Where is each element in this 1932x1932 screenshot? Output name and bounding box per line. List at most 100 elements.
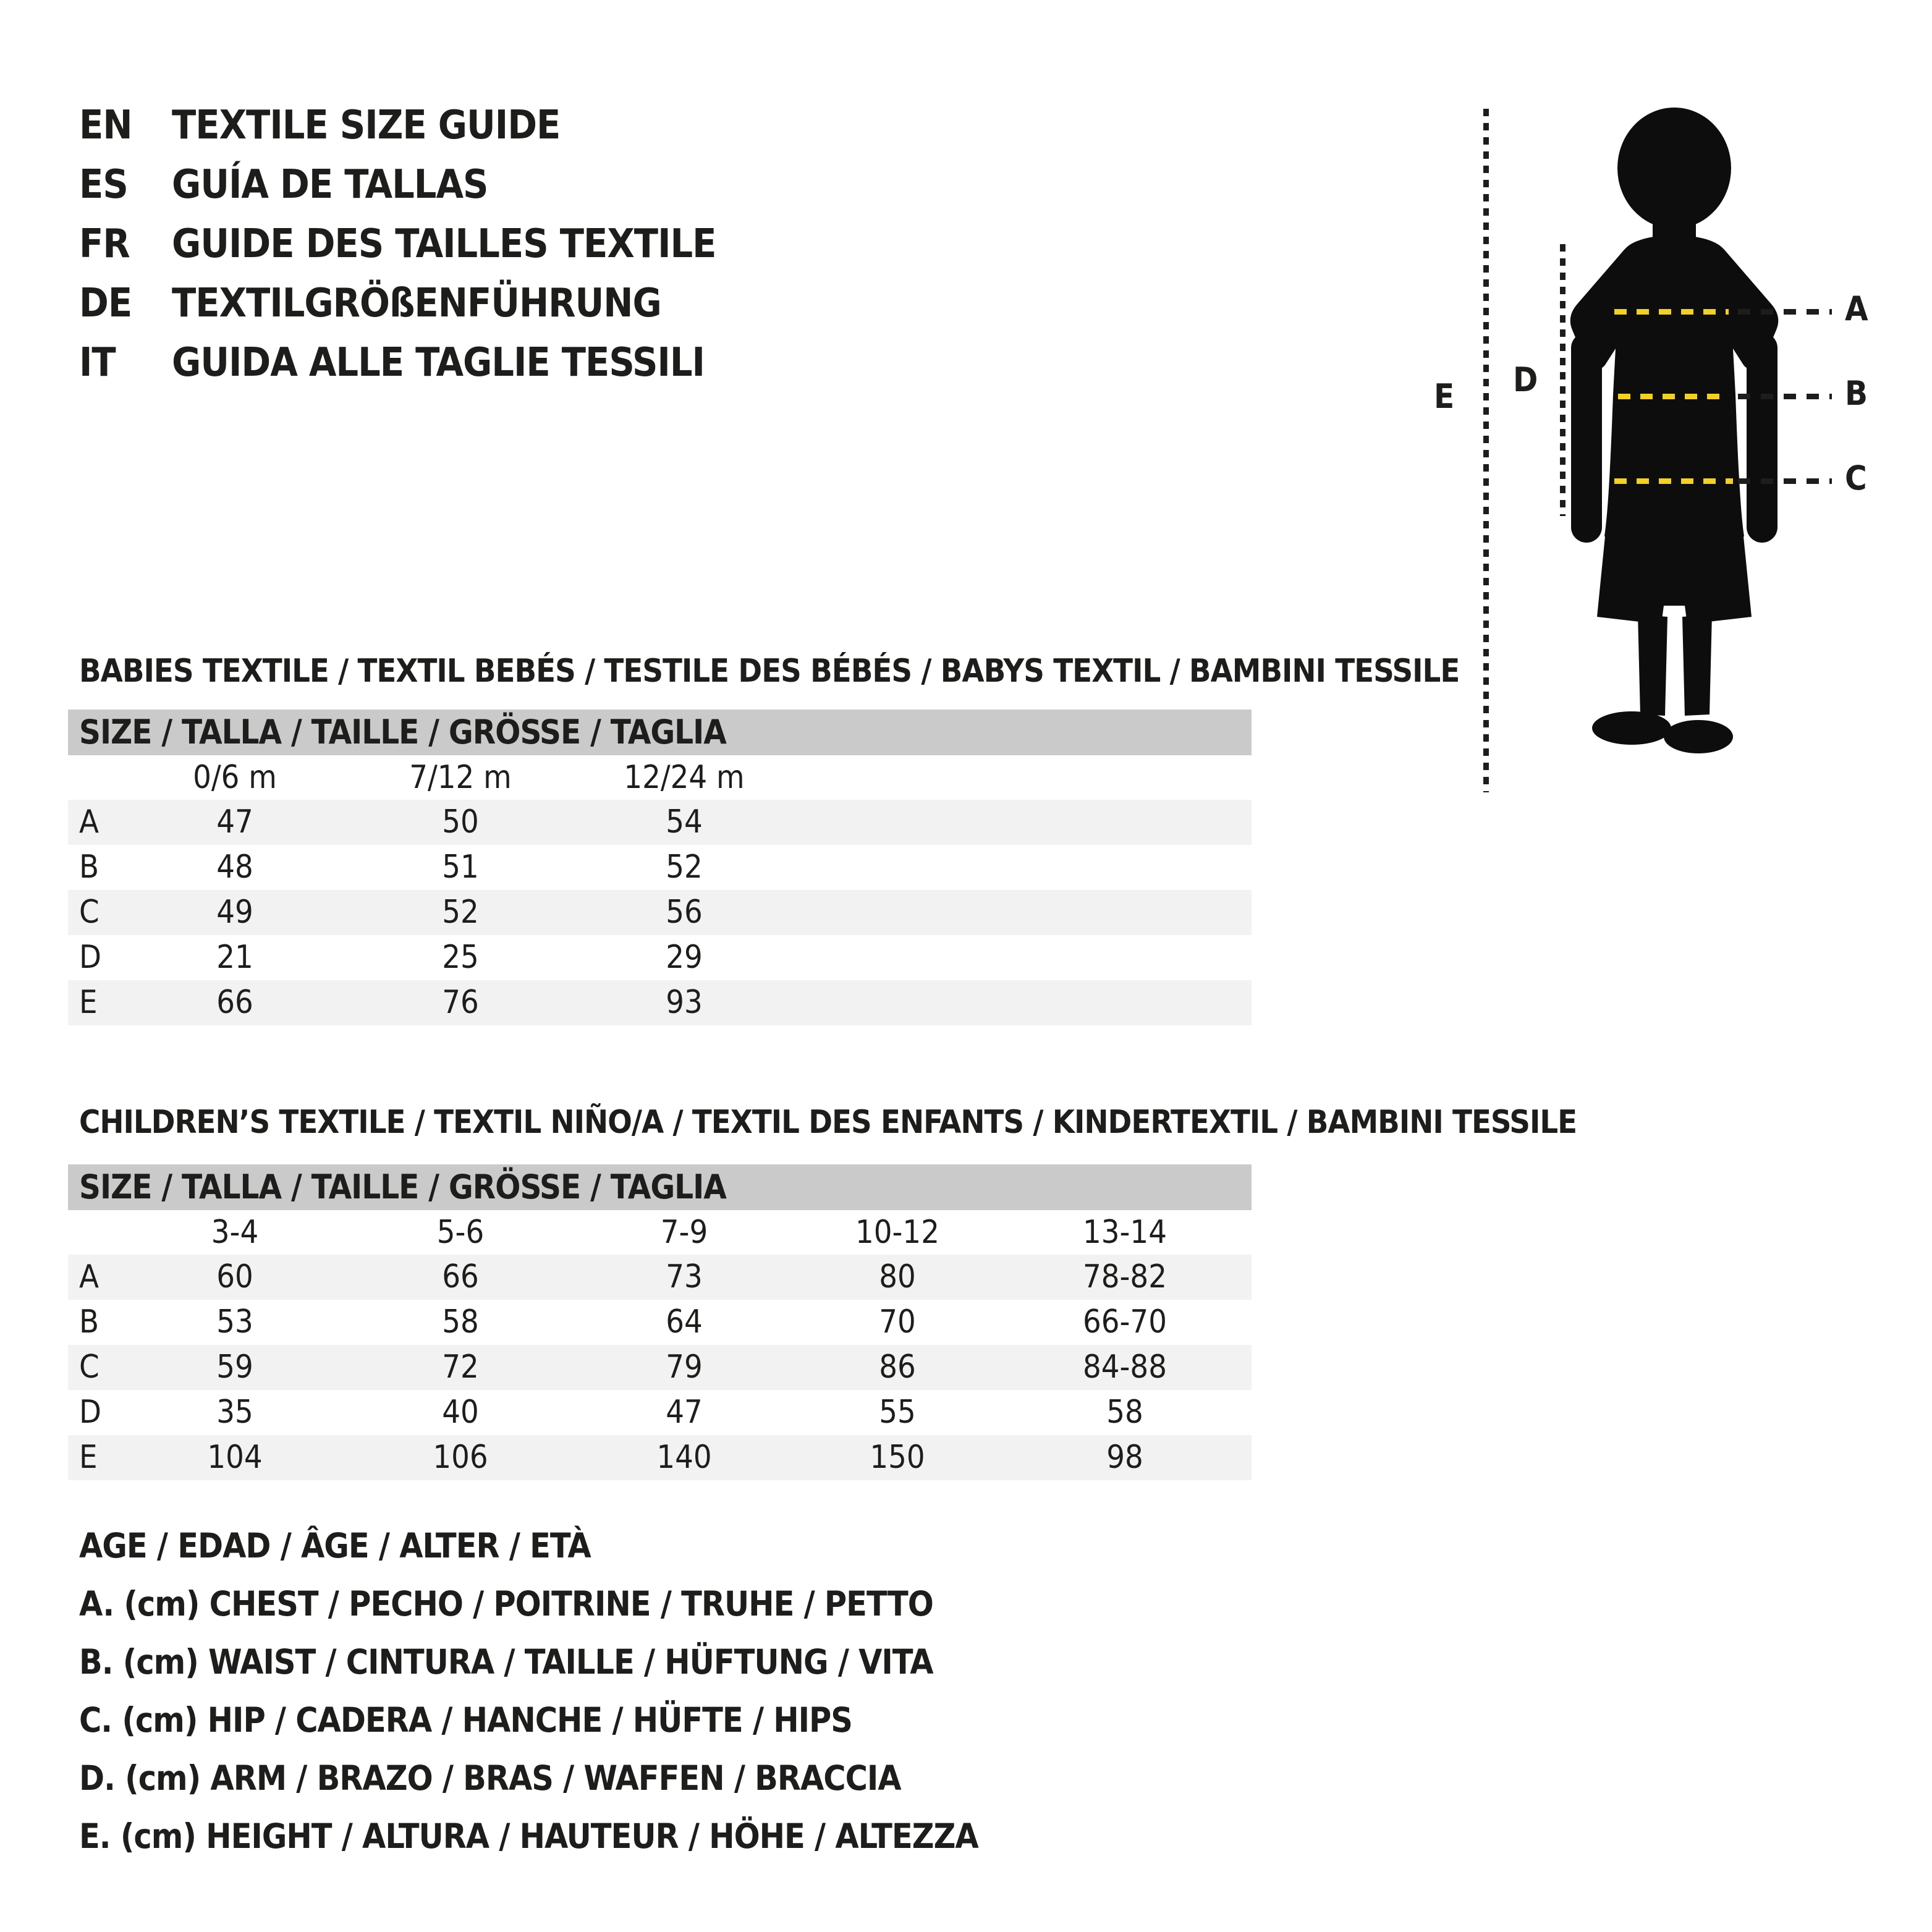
size-header-label: SIZE / TALLA / TAILLE / GRÖSSE / TAGLIA (79, 1167, 727, 1206)
cell: 56 (666, 894, 703, 931)
row-label: A (79, 1258, 99, 1295)
lang-code: IT (79, 340, 116, 386)
lang-row: EN TEXTILE SIZE GUIDE (79, 104, 716, 147)
table-row: D 35 40 47 55 58 (68, 1390, 1252, 1435)
cell: 98 (1106, 1439, 1143, 1476)
legend-line-height: E. (cm) HEIGHT / ALTURA / HAUTEUR / HÖHE… (79, 1816, 979, 1856)
table-row: B 48 51 52 (68, 845, 1252, 890)
cell: 25 (442, 939, 479, 976)
cell: 21 (216, 939, 253, 976)
child-silhouette (1570, 108, 1779, 753)
children-column-header-row: 3-4 5-6 7-9 10-12 13-14 (68, 1210, 1252, 1255)
silhouette-left-leg (1638, 614, 1667, 716)
height-measure-line-e (1483, 109, 1489, 792)
table-row: B 53 58 64 70 66-70 (68, 1300, 1252, 1345)
silhouette-right-arm (1747, 333, 1777, 543)
waist-measure-line-b-yellow (1618, 394, 1722, 399)
cell: 79 (666, 1349, 703, 1386)
cell: 140 (656, 1439, 712, 1476)
cell: 60 (216, 1258, 253, 1295)
cell: 150 (870, 1439, 925, 1476)
cell: 64 (666, 1303, 703, 1341)
cell: 48 (216, 849, 253, 886)
chest-measure-line-a-yellow (1614, 309, 1729, 315)
cell: 40 (442, 1394, 479, 1431)
cell: 29 (666, 939, 703, 976)
cell: 93 (666, 984, 703, 1021)
lang-code: FR (79, 221, 130, 267)
row-label: B (79, 849, 100, 886)
row-label: D (79, 1394, 102, 1431)
cell: 59 (216, 1349, 253, 1386)
measure-label-a: A (1845, 289, 1868, 328)
table-row: A 60 66 73 80 78-82 (68, 1255, 1252, 1300)
silhouette-right-shoe (1664, 720, 1733, 753)
lang-row: FR GUIDE DES TAILLES TEXTILE (79, 222, 716, 266)
legend-line-hip: C. (cm) HIP / CADERA / HANCHE / HÜFTE / … (79, 1700, 853, 1740)
measure-label-b: B (1845, 374, 1868, 413)
table-row: D 21 25 29 (68, 935, 1252, 980)
column-header: 5-6 (436, 1214, 485, 1251)
size-header-bar-children: SIZE / TALLA / TAILLE / GRÖSSE / TAGLIA (68, 1164, 1252, 1210)
lang-title: GUIDE DES TAILLES TEXTILE (172, 221, 716, 267)
column-header: 10-12 (855, 1214, 939, 1251)
cell: 66-70 (1083, 1303, 1167, 1341)
cell: 47 (666, 1394, 703, 1431)
legend-line-chest: A. (cm) CHEST / PECHO / POITRINE / TRUHE… (79, 1584, 934, 1624)
cell: 47 (216, 803, 253, 841)
hip-measure-line-c-dark (1738, 478, 1832, 484)
column-header: 12/24 m (624, 759, 745, 796)
column-header: 3-4 (211, 1214, 259, 1251)
cell: 66 (216, 984, 253, 1021)
legend-line-age: AGE / EDAD / ÂGE / ALTER / ETÀ (79, 1526, 591, 1566)
row-label: E (79, 1439, 98, 1476)
silhouette-left-arm (1571, 333, 1602, 543)
chest-measure-line-a-dark (1738, 309, 1832, 315)
lang-row: IT GUIDA ALLE TAGLIE TESSILI (79, 341, 716, 384)
size-header-label: SIZE / TALLA / TAILLE / GRÖSSE / TAGLIA (79, 713, 727, 752)
cell: 106 (433, 1439, 488, 1476)
cell: 55 (879, 1394, 916, 1431)
cell: 50 (442, 803, 479, 841)
lang-code: ES (79, 162, 129, 208)
silhouette-head (1617, 108, 1731, 229)
legend-line-waist: B. (cm) WAIST / CINTURA / TAILLE / HÜFTU… (79, 1642, 934, 1682)
waist-measure-line-b-dark (1738, 394, 1832, 399)
hip-measure-line-c-yellow (1614, 478, 1733, 484)
row-label: E (79, 984, 98, 1021)
lang-row: ES GUÍA DE TALLAS (79, 163, 716, 206)
column-header: 7/12 m (409, 759, 512, 796)
silhouette-right-leg (1682, 614, 1712, 716)
cell: 72 (442, 1349, 479, 1386)
lang-title: TEXTILE SIZE GUIDE (172, 103, 561, 148)
cell: 51 (442, 849, 479, 886)
cell: 53 (216, 1303, 253, 1341)
measure-label-e: E (1434, 377, 1455, 416)
cell: 76 (442, 984, 479, 1021)
cell: 49 (216, 894, 253, 931)
cell: 54 (666, 803, 703, 841)
babies-column-header-row: 0/6 m 7/12 m 12/24 m (68, 755, 1252, 800)
table-row: E 104 106 140 150 98 (68, 1435, 1252, 1480)
legend-block: AGE / EDAD / ÂGE / ALTER / ETÀ A. (cm) C… (79, 1524, 979, 1858)
row-label: A (79, 803, 99, 841)
row-label: C (79, 1349, 100, 1386)
cell: 78-82 (1083, 1258, 1167, 1295)
size-header-bar-babies: SIZE / TALLA / TAILLE / GRÖSSE / TAGLIA (68, 710, 1252, 755)
language-title-block: EN TEXTILE SIZE GUIDE ES GUÍA DE TALLAS … (79, 104, 716, 384)
column-header: 7-9 (660, 1214, 708, 1251)
lang-title: TEXTILGRÖßENFÜHRUNG (172, 281, 662, 326)
arm-measure-line-d (1560, 244, 1566, 516)
column-header: 0/6 m (193, 759, 277, 796)
silhouette-left-shoe (1592, 711, 1671, 745)
measure-label-d: D (1513, 360, 1538, 399)
cell: 80 (879, 1258, 916, 1295)
cell: 35 (216, 1394, 253, 1431)
measure-label-c: C (1845, 459, 1867, 498)
column-header: 13-14 (1083, 1214, 1167, 1251)
lang-code: EN (79, 103, 133, 148)
row-label: D (79, 939, 102, 976)
section-title-babies: BABIES TEXTILE / TEXTIL BEBÉS / TESTILE … (79, 653, 1460, 690)
table-row: A 47 50 54 (68, 800, 1252, 845)
